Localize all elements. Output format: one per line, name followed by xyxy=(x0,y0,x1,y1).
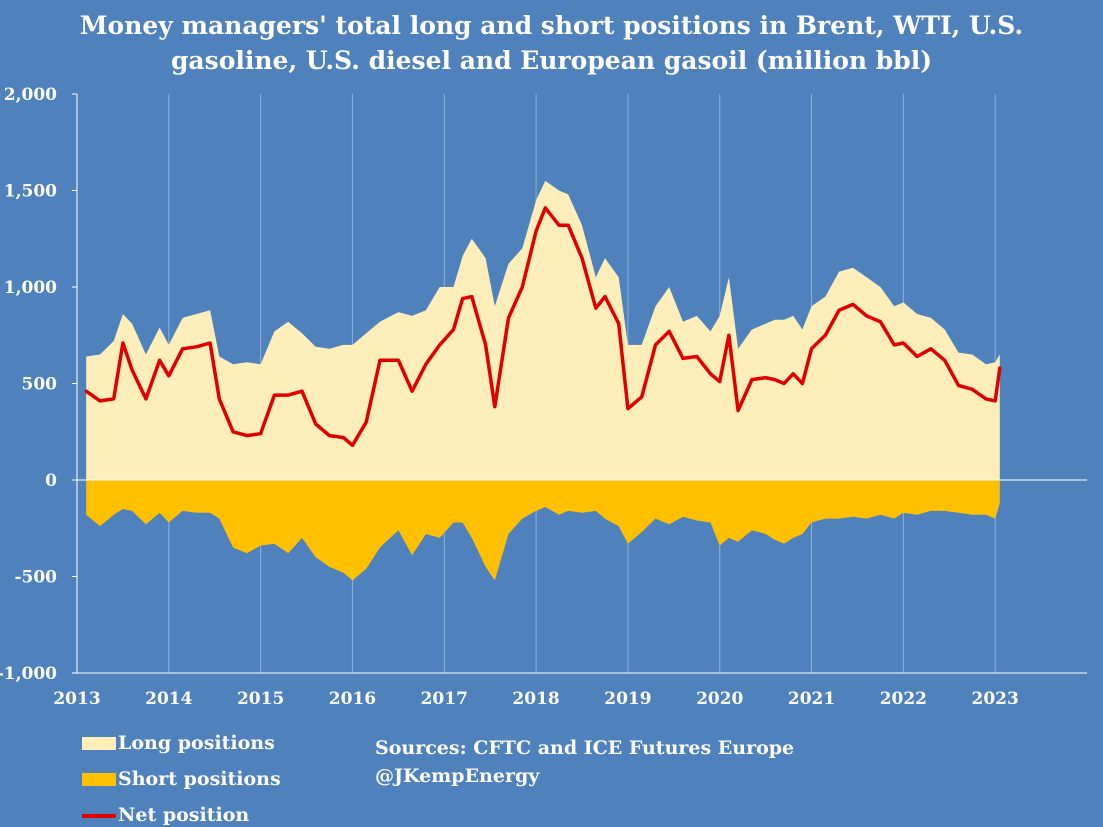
series-area-long-positions xyxy=(86,180,1000,480)
area-series xyxy=(86,180,1000,581)
author-handle: @JKempEnergy xyxy=(375,765,540,787)
legend-item-long: Long positions xyxy=(82,730,382,766)
x-tick-label: 2013 xyxy=(53,689,100,709)
series-area-short-positions xyxy=(86,480,1000,581)
legend-item-net: Net position xyxy=(82,802,382,827)
axes xyxy=(72,93,1087,674)
x-tick-label: 2018 xyxy=(512,689,559,709)
legend-label-short: Short positions xyxy=(118,768,281,790)
x-tick-label: 2019 xyxy=(604,689,651,709)
x-tick-label: 2021 xyxy=(788,689,835,709)
y-tick-label: 1,500 xyxy=(4,182,57,202)
x-tick-label: 2023 xyxy=(972,689,1019,709)
x-tick-label: 2016 xyxy=(329,689,376,709)
legend-label-net: Net position xyxy=(118,804,250,826)
legend-swatch-net xyxy=(82,814,116,818)
chart-title-line-2: gasoline, U.S. diesel and European gasoi… xyxy=(170,46,933,75)
sources-note: Sources: CFTC and ICE Futures Europe @JK… xyxy=(375,734,794,790)
y-tick-label: 1,000 xyxy=(4,278,57,298)
legend-swatch-short xyxy=(82,773,116,786)
chart-title-line-1: Money managers' total long and short pos… xyxy=(79,11,1024,40)
series-line-net-position xyxy=(84,206,1002,448)
y-tick-label: 2,000 xyxy=(4,85,57,105)
legend: Long positions Short positions Net posit… xyxy=(82,730,382,827)
y-tick-label: -500 xyxy=(14,568,57,588)
x-tick-label: 2022 xyxy=(880,689,927,709)
sources-line: Sources: CFTC and ICE Futures Europe xyxy=(375,737,795,759)
y-tick-label: 500 xyxy=(22,375,58,395)
legend-label-long: Long positions xyxy=(118,732,275,754)
y-tick-label: -1,000 xyxy=(0,664,57,684)
line-series xyxy=(84,206,1002,448)
x-tick-label: 2014 xyxy=(145,689,192,709)
legend-swatch-long xyxy=(82,737,116,750)
x-tick-label: 2020 xyxy=(696,689,743,709)
x-tick-label: 2017 xyxy=(421,689,468,709)
legend-item-short: Short positions xyxy=(82,766,382,802)
tick-labels: -1,000 -500 0 500 1,000 1,500 2,000 2013 2014 201… xyxy=(0,85,1019,709)
x-tick-label: 2015 xyxy=(237,689,284,709)
chart-title: Money managers' total long and short pos… xyxy=(0,8,1103,78)
y-tick-label: 0 xyxy=(45,471,57,491)
